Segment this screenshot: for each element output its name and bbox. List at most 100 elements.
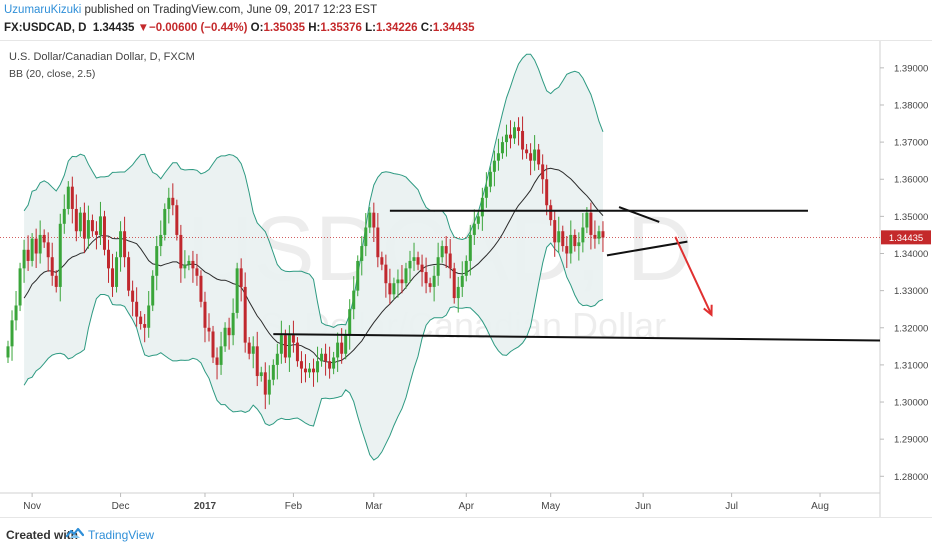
candle-body (227, 327, 231, 336)
candle-body (223, 327, 227, 347)
candle-body (18, 268, 22, 306)
candle-body (159, 234, 163, 247)
candle-body (517, 127, 521, 131)
time-tick-label: 2017 (194, 501, 217, 512)
candle-body (195, 268, 199, 276)
price-tick-label: 1.33000 (894, 286, 928, 297)
candle-body (424, 272, 428, 284)
candle-body (332, 357, 336, 369)
tradingview-logo-icon (66, 527, 84, 538)
close-value: 1.34435 (432, 22, 475, 34)
candle-body (50, 257, 54, 276)
price-tick-label: 1.35000 (894, 212, 928, 223)
candle-body (328, 361, 332, 369)
time-tick-label: Aug (811, 501, 829, 512)
plot-area: USDCAD, DU.S. Dollar/Canadian Dollar (0, 53, 880, 461)
candle-body (448, 253, 452, 269)
time-tick-label: Mar (365, 501, 383, 512)
author-link[interactable]: UzumaruKizuki (4, 4, 82, 16)
candle-body (565, 246, 569, 254)
candle-body (187, 260, 191, 265)
candle-body (364, 227, 368, 247)
candle-body (340, 342, 344, 354)
close-label: C: (420, 22, 433, 34)
candle-body (376, 227, 380, 258)
candle-body (119, 231, 123, 258)
symbol-label: FX:USDCAD, D (4, 22, 87, 34)
candle-body (569, 234, 573, 254)
time-tick-label: Jul (725, 501, 738, 512)
time-tick-label: Jun (635, 501, 651, 512)
candle-body (295, 342, 299, 362)
price-chart[interactable]: 1.28000 1.29000 1.30000 1.31000 1.32000 1.330… (0, 40, 932, 518)
candle-body (102, 216, 106, 250)
chart-header: UzumaruKizuki published on TradingView.c… (0, 0, 932, 40)
candle-body (452, 268, 456, 299)
candle-body (472, 223, 476, 235)
candle-body (529, 153, 533, 161)
candle-body (400, 279, 404, 284)
candle-body (533, 149, 537, 161)
candle-body (239, 268, 243, 287)
current-price-tag (881, 230, 931, 245)
bollinger-lower-line (23, 242, 604, 461)
candle-body (577, 242, 581, 247)
candle-body (211, 331, 215, 358)
candle-body (324, 353, 328, 362)
candle-body (444, 246, 448, 254)
price-tick-label: 1.38000 (894, 100, 928, 111)
candle-body (384, 264, 388, 284)
candle-body (396, 279, 400, 284)
candle-body (500, 142, 504, 154)
candle-body (436, 257, 440, 276)
candle-body (380, 257, 384, 265)
candle-body (597, 231, 601, 239)
candle-body (26, 249, 30, 261)
tradingview-link[interactable]: TradingView (88, 528, 155, 542)
candle-body (135, 301, 139, 317)
candle-body (287, 335, 291, 358)
candle-body (303, 368, 307, 373)
price-tick-label: 1.31000 (894, 360, 928, 371)
triangle-top-trendline (618, 206, 660, 223)
down-arrow-icon: ▼ (137, 22, 149, 34)
time-tick-label: Nov (23, 501, 41, 512)
candle-body (62, 208, 66, 224)
candle-body (456, 286, 460, 299)
candle-body (316, 361, 320, 373)
candle-body (283, 335, 287, 358)
candle-body (589, 212, 593, 235)
candle-body (58, 223, 62, 287)
publish-info: published on TradingView.com, June 09, 2… (81, 4, 378, 16)
candle-body (54, 275, 58, 287)
created-with-label: Created with (6, 528, 79, 542)
candle-body (207, 327, 211, 332)
candle-body (235, 268, 239, 313)
candle-body (585, 212, 589, 228)
candle-body (98, 216, 102, 235)
candle-body (74, 208, 78, 232)
candle-body (557, 231, 561, 243)
price-tick-label: 1.36000 (894, 175, 928, 186)
candle-body (123, 231, 127, 258)
candle-body (38, 234, 42, 254)
candle-body (476, 216, 480, 224)
candle-body (179, 234, 183, 269)
publish-line: UzumaruKizuki published on TradingView.c… (4, 4, 377, 16)
candle-body (428, 283, 432, 287)
candle-body (312, 368, 316, 373)
candle-body (356, 260, 360, 291)
candle-body (521, 130, 525, 150)
forecast-arrow-shaft (674, 236, 713, 316)
candle-body (308, 368, 311, 373)
candle-body (167, 197, 171, 209)
candle-body (549, 205, 553, 221)
candle-body (139, 316, 143, 325)
candle-body (199, 275, 203, 302)
candle-body (243, 286, 247, 343)
candle-body (541, 164, 545, 180)
candle-body (151, 275, 155, 306)
candle-body (299, 361, 303, 369)
time-tick-label: Dec (112, 501, 130, 512)
candle-body (348, 309, 352, 336)
